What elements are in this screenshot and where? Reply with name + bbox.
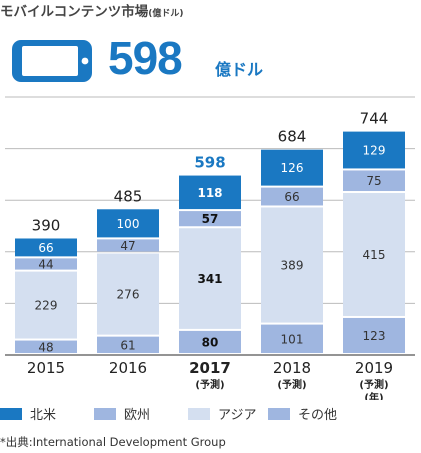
bar-segment-asia-2016: [97, 253, 159, 335]
bar-value-label-europe-2018: 66: [284, 190, 299, 204]
bar-segment-europe-2019: [343, 170, 405, 192]
bar-value-label-north-america-2016: 100: [117, 217, 140, 231]
x-tick-label-2016: 2016: [109, 359, 147, 377]
bar-segment-north-america-2016: [97, 209, 159, 238]
bar-value-label-europe-2016: 47: [120, 239, 135, 253]
bar-total-label-2016: 485: [114, 187, 143, 205]
bar-segment-asia-2019: [343, 193, 405, 316]
bar-total-label-2017: 598: [194, 154, 225, 172]
stacked-bar-chart: 48 229 44 66 390 2015 61 276 47 100 485 2016 80 341 57…: [5, 96, 415, 400]
hero-total-unit: 億ドル: [215, 60, 264, 79]
legend-label: アジア: [218, 408, 257, 423]
smartphone-icon: [12, 40, 92, 82]
bar-segment-asia-2018: [261, 207, 323, 323]
x-tick-label-2017: 2017: [189, 359, 231, 377]
bar-segment-north-america-2015: [15, 238, 77, 257]
chart-legend: 北米 欧州 アジア その他: [0, 404, 421, 424]
title-text: モバイルコンテンツ市場: [0, 4, 149, 20]
bar-value-label-other-2017: 80: [202, 335, 219, 349]
bar-value-label-other-2015: 48: [38, 340, 53, 354]
bar-value-label-north-america-2019: 129: [363, 144, 386, 158]
legend-label: その他: [298, 408, 338, 423]
bar-value-label-asia-2016: 276: [117, 288, 140, 302]
bar-segment-north-america-2018: [261, 149, 323, 186]
bar-segment-other-2017: [179, 330, 241, 353]
bar-segment-asia-2015: [15, 271, 77, 339]
bar-segment-europe-2018: [261, 187, 323, 206]
hero-total-value: 598: [108, 32, 183, 84]
bar-total-label-2018: 684: [278, 128, 307, 146]
bar-value-label-europe-2017: 57: [202, 212, 219, 226]
bar-value-label-north-america-2017: 118: [197, 186, 222, 200]
bar-value-label-north-america-2018: 126: [281, 161, 304, 175]
x-tick-note-2019: (予測): [359, 378, 388, 391]
bar-total-label-2019: 744: [360, 110, 389, 128]
bar-value-label-other-2018: 101: [281, 332, 304, 346]
bar-segment-europe-2017: [179, 211, 241, 227]
x-tick-label-2018: 2018: [273, 359, 311, 377]
x-tick-note-2018: (予測): [277, 378, 306, 391]
bar-value-label-north-america-2015: 66: [38, 241, 53, 255]
bar-value-label-europe-2015: 44: [38, 257, 53, 271]
x-tick-note-2017: (予測): [195, 378, 224, 391]
title-unit: (億ドル): [148, 9, 184, 19]
bar-value-label-other-2019: 123: [363, 329, 386, 343]
legend-item: 欧州: [94, 404, 150, 423]
bar-value-label-asia-2017: 341: [197, 272, 222, 286]
bar-total-label-2015: 390: [32, 216, 61, 234]
x-tick-label-2015: 2015: [27, 359, 65, 377]
legend-swatch: [268, 407, 290, 420]
legend-swatch: [94, 407, 116, 420]
bar-segment-other-2018: [261, 324, 323, 353]
chart-title: モバイルコンテンツ市場(億ドル): [0, 0, 183, 20]
bar-segment-north-america-2017: [179, 175, 241, 210]
bar-value-label-asia-2018: 389: [281, 259, 304, 273]
x-tick-note-2019: (年): [364, 391, 383, 400]
legend-swatch: [0, 407, 22, 420]
bar-segment-other-2015: [15, 340, 77, 353]
bar-segment-north-america-2019: [343, 131, 405, 169]
bar-segment-other-2016: [97, 336, 159, 353]
legend-swatch: [188, 407, 210, 420]
bar-segment-europe-2015: [15, 258, 77, 270]
bar-segment-asia-2017: [179, 228, 241, 329]
bar-value-label-asia-2019: 415: [363, 248, 386, 262]
legend-label: 欧州: [124, 408, 151, 423]
source-note: *出典:International Development Group: [0, 435, 226, 449]
bar-value-label-europe-2019: 75: [366, 174, 381, 188]
legend-item: アジア: [188, 404, 256, 423]
legend-item: 北米: [0, 404, 56, 423]
legend-item: その他: [268, 404, 337, 423]
x-tick-label-2019: 2019: [355, 359, 393, 377]
bar-segment-europe-2016: [97, 239, 159, 252]
bar-segment-other-2019: [343, 317, 405, 353]
bar-value-label-other-2016: 61: [120, 338, 135, 352]
legend-label: 北米: [30, 408, 57, 423]
bar-value-label-asia-2015: 229: [35, 299, 58, 313]
